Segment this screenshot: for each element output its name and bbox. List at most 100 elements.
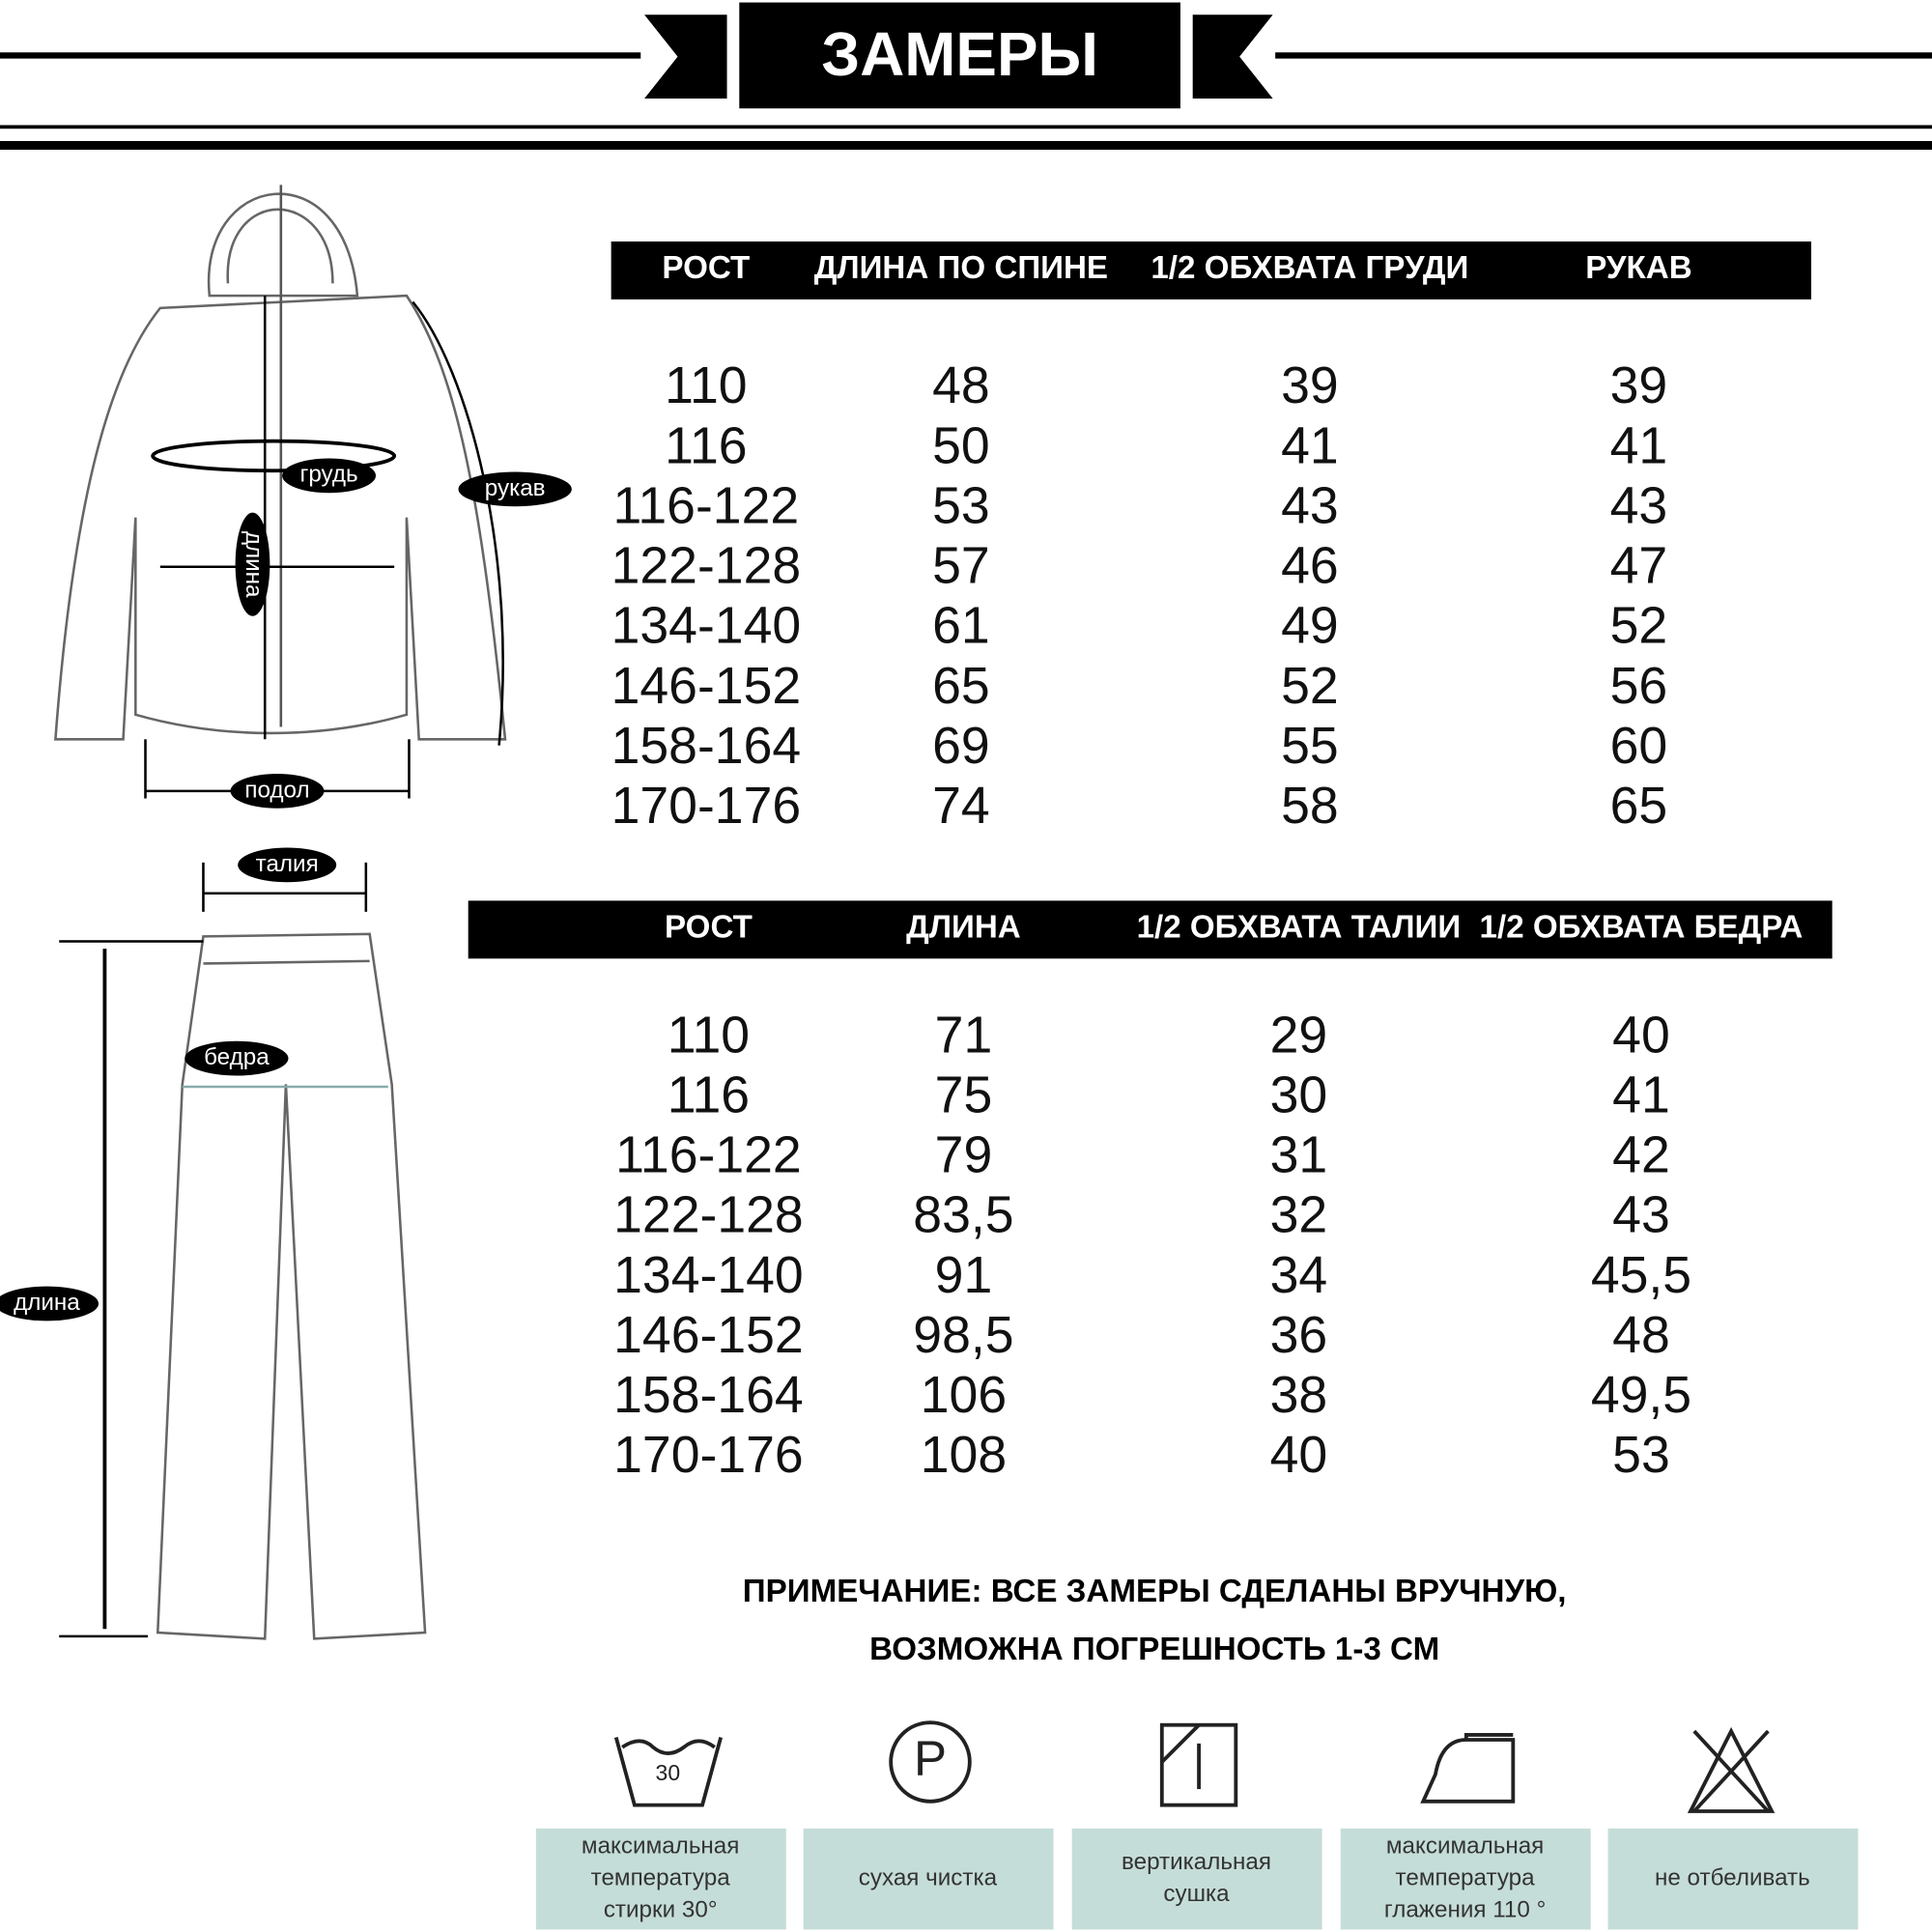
ribbon-tail [1192,14,1273,99]
cell: 108 [921,1427,1007,1484]
cell: 110 [668,1007,750,1064]
cell: 49 [1281,598,1339,655]
cell: 122-128 [613,1187,804,1244]
care-box [1340,1828,1591,1930]
cell: 40 [1270,1427,1328,1484]
care-icon-text: P [914,1730,947,1785]
cell: 38 [1270,1367,1328,1424]
care-label: максимальная [1386,1833,1544,1859]
cell: 41 [1610,417,1668,474]
cell: 65 [932,658,990,715]
cell: 116 [668,1067,750,1124]
title: ЗАМЕРЫ [821,19,1098,89]
cell: 116-122 [615,1127,802,1184]
cell: 41 [1281,417,1339,474]
cell: 36 [1270,1307,1328,1364]
cell: 83,5 [913,1187,1013,1244]
cell: 69 [932,718,990,775]
cell: 61 [932,598,990,655]
cell: 41 [1612,1067,1670,1124]
cell: 34 [1270,1247,1328,1304]
cell: 170-176 [613,1427,804,1484]
cell: 53 [1612,1427,1670,1484]
cell: 39 [1610,357,1668,414]
cell: 170-176 [611,778,802,835]
cell: 42 [1612,1127,1670,1184]
care-label: температура [1396,1865,1536,1891]
cell: 158-164 [613,1367,804,1424]
care-label: сухая чистка [859,1865,998,1891]
cell: 146-152 [611,658,802,715]
note: ВОЗМОЖНА ПОГРЕШНОСТЬ 1-3 СМ [869,1632,1439,1667]
column-header: ДЛИНА [906,910,1021,946]
cell: 71 [935,1007,993,1064]
cell: 134-140 [611,598,802,655]
measure-label: рукав [485,475,546,501]
care-label: вертикальная [1122,1849,1271,1875]
note: ПРИМЕЧАНИЕ: ВСЕ ЗАМЕРЫ СДЕЛАНЫ ВРУЧНУЮ, [743,1574,1567,1609]
cell: 46 [1281,538,1339,595]
cell: 58 [1281,778,1339,835]
measure-label: талия [256,851,319,877]
care-label: стирки 30° [604,1897,718,1923]
cell: 40 [1612,1007,1670,1064]
cell: 43 [1612,1187,1670,1244]
cell: 146-152 [613,1307,804,1364]
cell: 43 [1610,477,1668,534]
cell: 55 [1281,718,1339,775]
cell: 52 [1281,658,1339,715]
cell: 74 [932,778,990,835]
care-label: не отбеливать [1655,1865,1810,1891]
cell: 158-164 [611,718,802,775]
column-header: РОСТ [662,250,750,286]
measure-label: бедра [204,1044,270,1070]
cell: 49,5 [1591,1367,1691,1424]
measure-label: длина [241,531,267,598]
table-header-bar [611,242,1811,299]
cell: 79 [935,1127,993,1184]
column-header: РОСТ [665,910,753,946]
care-label: температура [591,1865,731,1891]
care-icons [613,1720,1776,1813]
cell: 106 [921,1367,1007,1424]
cell: 110 [665,357,747,414]
cell: 48 [932,357,990,414]
care-label: глажения 110 ° [1384,1897,1546,1923]
cell: 45,5 [1591,1247,1691,1304]
cell: 52 [1610,598,1668,655]
cell: 116-122 [613,477,800,534]
generated: РОСТ ДЛИНА ПО СПИНЕ 1/2 ОБХВАТА ГРУДИ РУКАВ… [535,250,1859,1930]
column-header: РУКАВ [1585,250,1691,286]
care-box [803,1828,1054,1930]
cell: 75 [935,1067,993,1124]
measure-label: длина [14,1290,80,1316]
cell: 30 [1270,1067,1328,1124]
care-label: максимальная [582,1833,739,1859]
care-icon-text: 30 [656,1760,681,1785]
column-header: 1/2 ОБХВАТА БЕДРА [1480,910,1804,946]
measure-label: подол [244,777,309,803]
cell: 32 [1270,1187,1328,1244]
cell: 91 [935,1247,993,1304]
column-header: 1/2 ОБХВАТА ТАЛИИ [1137,910,1462,946]
cell: 65 [1610,778,1668,835]
measure-label: грудь [300,462,358,488]
cell: 29 [1270,1007,1328,1064]
cell: 31 [1270,1127,1328,1184]
care-box [535,1828,786,1930]
ribbon-tail [644,14,727,99]
cell: 53 [932,477,990,534]
column-header: 1/2 ОБХВАТА ГРУДИ [1151,250,1468,286]
table-header-bar [468,900,1833,959]
cell: 134-140 [613,1247,804,1304]
care-box [1071,1828,1322,1930]
jacket-sketch [54,185,572,809]
pants-sketch [0,847,427,1640]
cell: 50 [932,417,990,474]
column-header: ДЛИНА ПО СПИНЕ [814,250,1108,286]
cell: 60 [1610,718,1668,775]
title-box [739,2,1180,109]
cell: 39 [1281,357,1339,414]
